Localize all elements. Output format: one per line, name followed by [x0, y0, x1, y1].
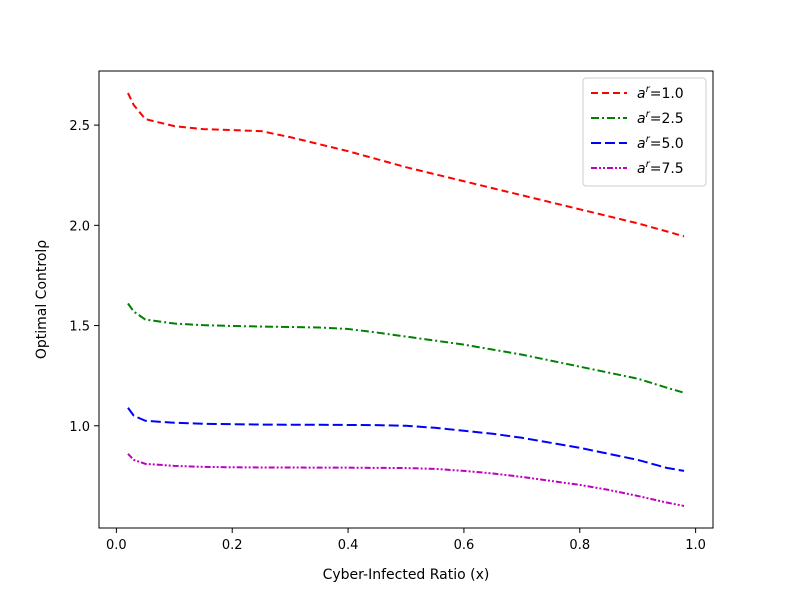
legend-superscript: r [646, 134, 651, 145]
y-tick-label: 2.0 [69, 219, 90, 234]
y-tick-label: 1.5 [69, 320, 90, 335]
legend-label: ar=1.0 [637, 84, 684, 102]
series-line-4 [127, 453, 685, 507]
legend: ar=1.0ar=2.5ar=5.0ar=7.5 [582, 77, 707, 187]
legend-value: =1.0 [650, 86, 684, 102]
legend-symbol: a [637, 136, 646, 152]
x-axis-ticks: 0.0 0.2 0.4 0.6 0.8 1.0 [106, 528, 706, 553]
legend-superscript: r [646, 84, 651, 95]
series-line-3 [127, 407, 685, 472]
x-tick-label: 0.0 [106, 538, 127, 553]
legend-label: ar=2.5 [637, 109, 684, 127]
x-tick-label: 0.8 [569, 538, 590, 553]
y-tick-label: 1.0 [69, 420, 90, 435]
x-tick-label: 0.4 [338, 538, 359, 553]
x-tick-label: 1.0 [685, 538, 706, 553]
y-axis-label: Optimal Controlρ [34, 240, 50, 359]
legend-symbol: a [637, 161, 646, 177]
x-tick-label: 0.6 [454, 538, 475, 553]
legend-label: ar=5.0 [637, 134, 684, 152]
legend-superscript: r [646, 159, 651, 170]
x-tick-label: 0.2 [222, 538, 243, 553]
y-axis-ticks: 1.0 1.5 2.0 2.5 [69, 119, 99, 435]
x-axis-label: Cyber-Infected Ratio (x) [323, 567, 490, 583]
legend-symbol: a [637, 111, 646, 127]
legend-symbol: a [637, 86, 646, 102]
legend-superscript: r [646, 109, 651, 120]
legend-value: =5.0 [650, 136, 684, 152]
legend-value: =7.5 [650, 161, 684, 177]
legend-value: =2.5 [650, 111, 684, 127]
plot-lines [127, 92, 685, 507]
legend-box [582, 77, 707, 187]
legend-label: ar=7.5 [637, 159, 684, 177]
plot-frame [98, 70, 714, 529]
series-line-2 [127, 302, 685, 394]
y-tick-label: 2.5 [69, 119, 90, 134]
